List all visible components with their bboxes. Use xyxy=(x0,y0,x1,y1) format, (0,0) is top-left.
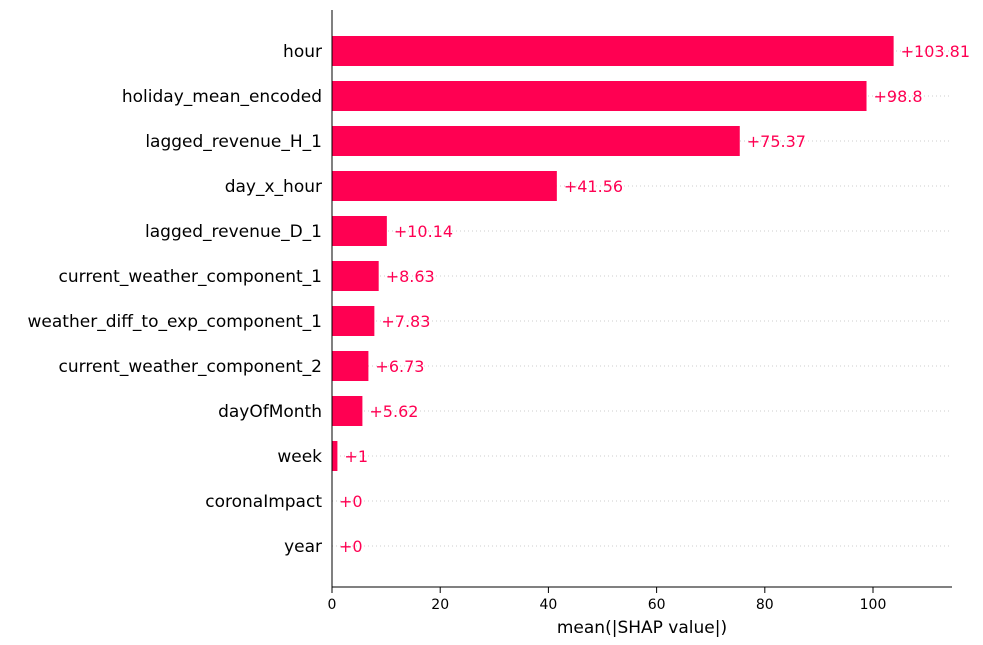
value-label: +1 xyxy=(344,447,368,466)
category-label: dayOfMonth xyxy=(218,402,322,422)
value-labels: +103.81 +98.8 +75.37 +41.56 +10.14 +8.63 +7.83… xyxy=(339,42,970,556)
category-label: year xyxy=(284,537,322,557)
value-label: +6.73 xyxy=(375,357,424,376)
x-axis-ticks: 0 20 40 60 80 100 xyxy=(328,587,887,613)
bar xyxy=(332,261,379,291)
category-label: lagged_revenue_H_1 xyxy=(145,132,322,152)
value-label: +103.81 xyxy=(901,42,970,61)
category-label: holiday_mean_encoded xyxy=(122,87,322,107)
bar xyxy=(332,171,557,201)
row-gridlines xyxy=(332,50,952,547)
value-label: +7.83 xyxy=(381,312,430,331)
value-label: +75.37 xyxy=(747,132,806,151)
bar xyxy=(332,81,867,111)
value-label: +5.62 xyxy=(369,402,418,421)
value-label: +10.14 xyxy=(394,222,453,241)
value-label: +8.63 xyxy=(386,267,435,286)
category-label: lagged_revenue_D_1 xyxy=(145,222,322,242)
x-axis-title: mean(|SHAP value|) xyxy=(557,618,727,638)
bar xyxy=(332,351,369,381)
category-label: week xyxy=(277,447,322,467)
category-label: current_weather_component_2 xyxy=(59,357,322,377)
bars xyxy=(332,36,894,471)
bar xyxy=(332,216,387,246)
value-label: +41.56 xyxy=(564,177,623,196)
x-tick-label: 20 xyxy=(431,597,449,613)
category-label: hour xyxy=(283,42,322,62)
bar xyxy=(332,306,375,336)
x-tick-label: 60 xyxy=(648,597,666,613)
bar xyxy=(332,441,338,471)
value-label: +98.8 xyxy=(874,87,923,106)
category-label: coronaImpact xyxy=(205,492,322,512)
x-tick-label: 80 xyxy=(756,597,774,613)
x-tick-label: 100 xyxy=(860,597,887,613)
bar xyxy=(332,126,740,156)
category-label: current_weather_component_1 xyxy=(59,267,322,287)
category-labels: hour holiday_mean_encoded lagged_revenue_H… xyxy=(28,42,323,557)
value-label: +0 xyxy=(339,492,363,511)
value-label: +0 xyxy=(339,537,363,556)
x-tick-label: 0 xyxy=(328,597,337,613)
bar xyxy=(332,396,363,426)
category-label: weather_diff_to_exp_component_1 xyxy=(28,312,322,332)
x-tick-label: 40 xyxy=(539,597,557,613)
category-label: day_x_hour xyxy=(225,177,322,197)
bar xyxy=(332,36,894,66)
